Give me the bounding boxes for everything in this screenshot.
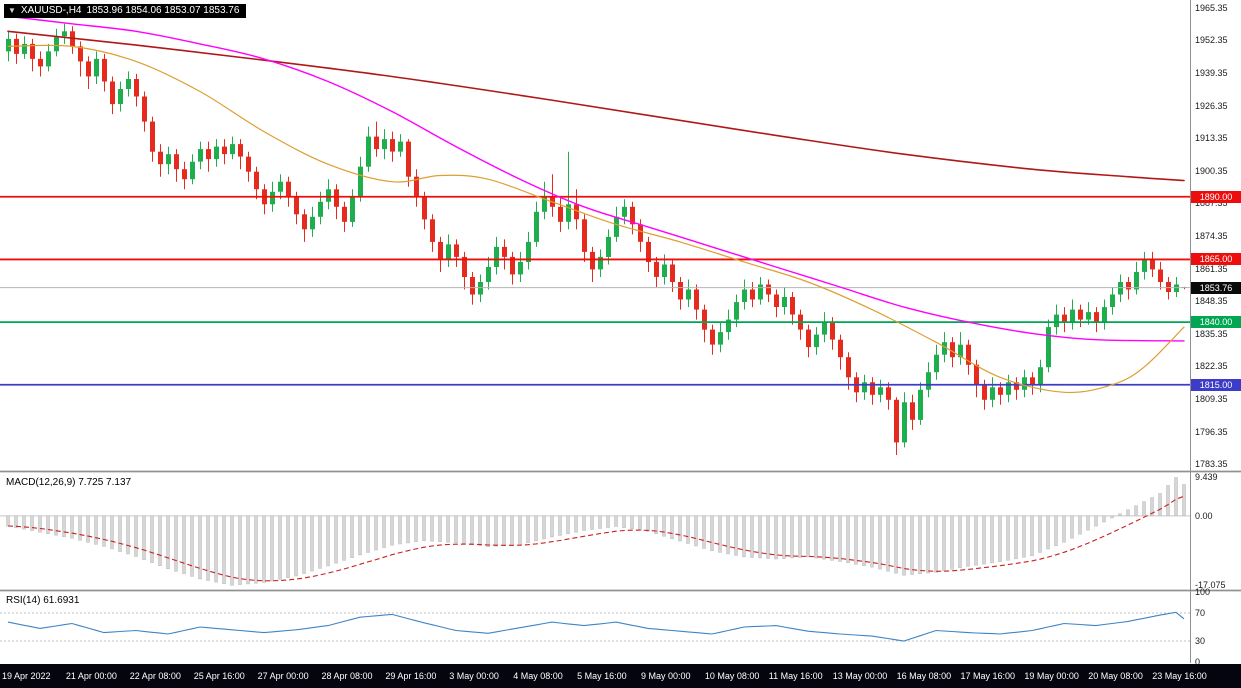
macd-indicator-label: MACD(12,26,9) 7.725 7.137 (6, 477, 132, 488)
level-badge-1840.00: 1840.00 (1191, 316, 1241, 329)
price-tick-label: 1952.35 (1195, 35, 1228, 46)
panel-splitters[interactable] (0, 0, 1241, 663)
symbol-dropdown-icon[interactable]: ▼ (8, 6, 16, 15)
ohlc-values: 1853.96 1854.06 1853.07 1853.76 (86, 5, 240, 16)
price-tick-label: 1796.35 (1195, 426, 1228, 437)
rsi-layer (0, 611, 1190, 642)
price-tick-label: 1835.35 (1195, 328, 1228, 339)
time-tick-label: 13 May 00:00 (832, 671, 888, 681)
ma-slow-line (7, 30, 1185, 182)
symbol-timeframe-label: XAUUSD-,H4 (20, 5, 82, 16)
time-tick-label: 27 Apr 00:00 (257, 671, 309, 681)
price-tick-label: 1939.35 (1195, 68, 1228, 79)
time-tick-label: 4 May 08:00 (513, 671, 563, 681)
ma-fast-line (7, 44, 1185, 394)
moving-averages-layer (7, 15, 1185, 394)
time-tick-label: 21 Apr 00:00 (65, 671, 117, 681)
time-tick-label: 5 May 16:00 (577, 671, 627, 681)
time-tick-label: 10 May 08:00 (704, 671, 760, 681)
rsi-indicator-label: RSI(14) 61.6931 (6, 595, 80, 606)
time-tick-label: 17 May 16:00 (960, 671, 1016, 681)
price-tick-label: 1874.35 (1195, 231, 1228, 241)
rsi-tick-label: 100 (1195, 587, 1211, 597)
rsi-tick-label: 70 (1195, 608, 1206, 618)
price-tick-label: 1861.35 (1195, 263, 1228, 274)
price-tick-label: 1913.35 (1195, 133, 1228, 144)
rsi-tick-label: 30 (1195, 636, 1206, 646)
price-tick-label: 1809.35 (1195, 393, 1228, 404)
price-tick-label: 1965.35 (1195, 2, 1228, 13)
horizontal-levels-layer[interactable] (0, 195, 1190, 386)
time-tick-label: 29 Apr 16:00 (385, 671, 437, 681)
price-tick-label: 1848.35 (1195, 296, 1228, 307)
time-tick-label: 11 May 16:00 (768, 671, 823, 681)
macd-tick-label: 0.00 (1195, 510, 1213, 521)
macd-layer (0, 477, 1190, 586)
level-badge-1815.00: 1815.00 (1191, 378, 1241, 391)
current-price-badge: 1853.76 (1191, 281, 1241, 294)
level-badge-1865.00: 1865.00 (1191, 253, 1241, 266)
time-tick-label: 20 May 08:00 (1088, 671, 1143, 681)
time-tick-label: 25 Apr 16:00 (193, 671, 245, 681)
time-tick-label: 22 Apr 08:00 (129, 671, 181, 681)
price-axis[interactable]: 1965.35 1952.35 1939.35 1926.35 1913.35 1900.… (1192, 0, 1241, 667)
level-badge-1890.00: 1890.00 (1191, 190, 1241, 203)
rsi-tick-label: 0 (1195, 657, 1201, 667)
time-tick-label: 19 Apr 2022 (2, 671, 51, 681)
time-tick-label: 19 May 00:00 (1024, 671, 1079, 681)
time-axis[interactable]: 19 Apr 2022 21 Apr 00:00 22 Apr 08:00 25 Ap… (0, 664, 1241, 688)
time-tick-label: 16 May 08:00 (896, 671, 952, 681)
macd-tick-label: 9.439 (1195, 472, 1218, 483)
time-tick-label: 28 Apr 08:00 (321, 671, 373, 681)
ma-medium-line (7, 15, 1185, 342)
price-tick-label: 1926.35 (1195, 100, 1228, 111)
candles-layer (6, 23, 1187, 455)
price-tick-label: 1887.35 (1195, 198, 1228, 209)
price-tick-label: 1783.35 (1195, 459, 1228, 470)
chart-title-badge: ▼ XAUUSD-,H4 1853.96 1854.06 1853.07 185… (4, 4, 247, 18)
time-tick-label: 3 May 00:00 (449, 671, 499, 681)
time-tick-label: 23 May 16:00 (1152, 671, 1207, 681)
price-tick-label: 1822.35 (1195, 361, 1228, 372)
price-tick-label: 1900.35 (1195, 165, 1228, 176)
time-tick-label: 9 May 00:00 (641, 671, 691, 681)
macd-tick-label: -17.075 (1195, 580, 1226, 591)
price-axis-badges: 1890.00 1865.00 1840.00 1815.00 1853.76 (1191, 0, 1241, 663)
